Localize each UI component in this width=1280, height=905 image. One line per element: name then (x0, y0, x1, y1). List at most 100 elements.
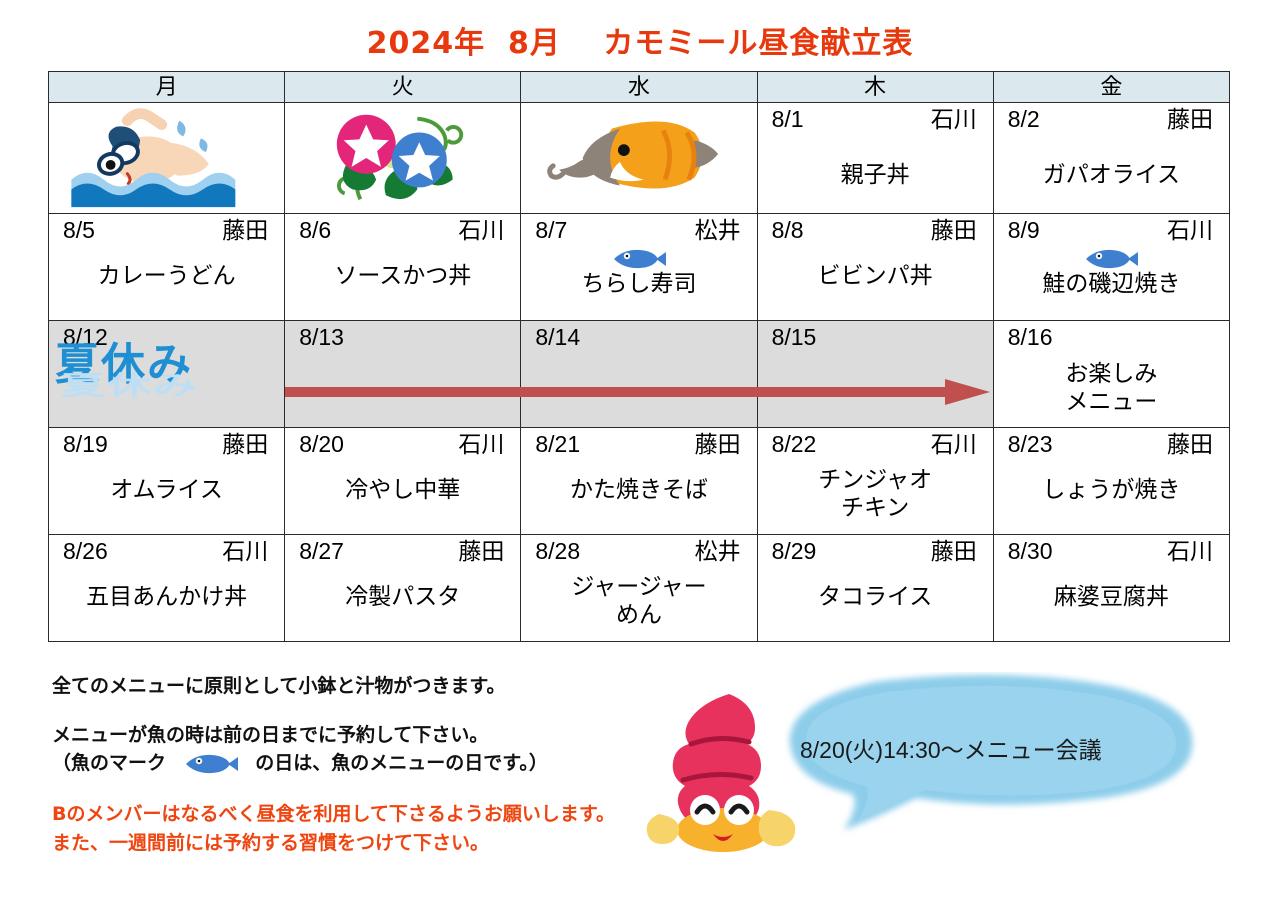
note-line-fish-reservation: メニューが魚の時は前の日までに予約して下さい。 (52, 723, 489, 746)
calendar-cell-08-02[interactable]: 8/2 藤田 ガパオライス (992, 102, 1231, 214)
tropical-fish-illustration (547, 121, 719, 189)
cell-staff: 石川 (458, 217, 505, 243)
cell-menu: かた焼きそば (569, 475, 708, 502)
cell-staff: 石川 (1167, 217, 1213, 243)
summer-holiday-label-text: 夏休み (55, 339, 193, 390)
calendar-week-row-5: 8/26 石川 五目あんかけ丼 8/27 藤田 冷製パスタ 8/28 松井 (47, 534, 1231, 642)
cell-date: 8/27 (299, 538, 344, 564)
cell-date: 8/15 (771, 324, 817, 350)
summer-holiday-label-shadow: 夏休み (61, 370, 199, 402)
calendar-cell-08-13[interactable]: 8/13 (284, 320, 522, 428)
cell-staff: 石川 (458, 431, 505, 457)
calendar-cell-08-08[interactable]: 8/8 藤田 ビビンパ丼 (756, 213, 994, 321)
cell-head: 8/29 藤田 (758, 535, 993, 566)
cell-staff: 藤田 (222, 217, 269, 243)
calendar-cell-08-01[interactable]: 8/1 石川 親子丼 (756, 102, 994, 214)
cell-head: 8/1 石川 (758, 103, 993, 134)
note-line-side-dishes: 全てのメニューに原則として小鉢と汁物がつきます。 (52, 675, 506, 697)
calendar-cell-08-14[interactable]: 8/14 (520, 320, 758, 428)
cell-menu: 親子丼 (840, 160, 910, 187)
fish-mark-icon (1086, 249, 1139, 268)
cell-staff: 藤田 (694, 431, 741, 457)
cell-date: 8/7 (535, 217, 568, 243)
calendar-cell-08-07[interactable]: 8/7 松井 ちらし寿司 (520, 213, 758, 321)
cell-date: 8/16 (1007, 324, 1053, 350)
cell-staff: 藤田 (222, 431, 269, 457)
weekday-header-tuesday: 火 (284, 71, 522, 103)
speech-bubble (789, 674, 1193, 830)
calendar-cell-08-29[interactable]: 8/29 藤田 タコライス (756, 534, 994, 642)
weekday-header-friday: 金 (992, 71, 1231, 103)
cell-head: 8/8 藤田 (758, 214, 993, 245)
calendar-cell-08-22[interactable]: 8/22 石川 チンジャオ チキン (756, 427, 994, 535)
cell-head: 8/20 石川 (285, 428, 520, 459)
calendar-cell-08-12[interactable]: 8/12 夏休み 夏休み (47, 320, 286, 428)
cell-head: 8/30 石川 (994, 535, 1229, 566)
cell-staff: 石川 (222, 538, 269, 564)
calendar-cell-08-23[interactable]: 8/23 藤田 しょうが焼き (992, 427, 1231, 535)
calendar-cell-08-30[interactable]: 8/30 石川 麻婆豆腐丼 (992, 534, 1231, 642)
calendar-week-row-3: 8/12 夏休み 夏休み 8/13 8/14 8/15 8/16 (47, 320, 1231, 428)
cell-staff: 石川 (930, 106, 977, 132)
cell-date: 8/19 (63, 431, 108, 457)
cell-menu: ジャージャー めん (571, 572, 707, 627)
cell-head: 8/28 松井 (521, 535, 756, 566)
cell-date: 8/22 (771, 431, 817, 457)
calendar-cell-08-09[interactable]: 8/9 石川 鮭の磯辺焼き (992, 213, 1231, 321)
calendar-cell-08-27[interactable]: 8/27 藤田 冷製パスタ (284, 534, 522, 642)
cell-head: 8/5 藤田 (49, 214, 284, 245)
calendar-cell-08-06[interactable]: 8/6 石川 ソースかつ丼 (284, 213, 522, 321)
cell-head: 8/27 藤田 (285, 535, 520, 566)
cell-date: 8/29 (771, 538, 817, 564)
calendar-header-row: 月 火 水 木 金 (47, 71, 1231, 103)
cell-head: 8/9 石川 (994, 214, 1229, 245)
cell-menu: 五目あんかけ丼 (86, 582, 248, 609)
calendar-cell-08-15[interactable]: 8/15 (756, 320, 994, 428)
note-red-line-2: また、一週間前には予約する習慣をつけて下さい。 (52, 832, 490, 855)
calendar-cell-08-16[interactable]: 8/16 お楽しみ メニュー (992, 320, 1231, 428)
cell-menu: ソースかつ丼 (334, 261, 472, 288)
cell-menu: カレーうどん (97, 261, 236, 288)
note-line-fish-mark-explanation: （魚のマーク の日は、魚のメニューの日です。） (52, 749, 672, 778)
calendar-cell-08-26[interactable]: 8/26 石川 五目あんかけ丼 (47, 534, 286, 642)
cell-menu: 冷やし中華 (345, 475, 461, 502)
menu-calendar-table: 月 火 水 木 金 (47, 71, 1231, 642)
cell-staff: 藤田 (930, 217, 977, 243)
cell-staff: 石川 (930, 431, 977, 457)
cell-date: 8/20 (299, 431, 344, 457)
cell-menu: ビビンパ丼 (817, 261, 933, 288)
cell-staff: 松井 (694, 217, 741, 243)
cell-menu: 麻婆豆腐丼 (1053, 582, 1169, 609)
page-title: 2024年 8月 カモミール昼食献立表 (366, 26, 914, 61)
cell-head: 8/19 藤田 (49, 428, 284, 459)
cell-staff: 藤田 (930, 538, 977, 564)
notes-red-block: Bのメンバーはなるべく昼食を利用して下さるようお願いします。 また、一週間前には… (52, 800, 692, 859)
cell-menu: 鮭の磯辺焼き (1042, 269, 1181, 296)
note-fish-mark-suffix: の日は、魚のメニューの日です。） (255, 752, 548, 774)
calendar-week-row-4: 8/19 藤田 オムライス 8/20 石川 冷やし中華 8/21 藤田 (47, 427, 1231, 535)
calendar-cell-08-19[interactable]: 8/19 藤田 オムライス (47, 427, 286, 535)
cell-staff: 藤田 (458, 538, 505, 564)
cell-menu: ガパオライス (1042, 160, 1181, 187)
cell-date: 8/28 (535, 538, 581, 564)
calendar-cell-08-20[interactable]: 8/20 石川 冷やし中華 (284, 427, 522, 535)
cell-date: 8/13 (299, 324, 344, 350)
cell-date: 8/2 (1007, 106, 1040, 132)
calendar-cell-08-05[interactable]: 8/5 藤田 カレーうどん (47, 213, 286, 321)
cell-head: 8/2 藤田 (994, 103, 1229, 134)
cell-menu: お楽しみ メニュー (1065, 360, 1158, 415)
cell-date: 8/8 (771, 217, 804, 243)
calendar-cell-08-21[interactable]: 8/21 藤田 かた焼きそば (520, 427, 758, 535)
calendar-week-row-1: 8/1 石川 親子丼 8/2 藤田 ガパオライス (47, 102, 1231, 214)
calendar-cell-08-28[interactable]: 8/28 松井 ジャージャー めん (520, 534, 758, 642)
morning-glory-illustration (336, 114, 464, 201)
notes-spacer (52, 701, 672, 721)
cell-head: 8/26 石川 (49, 535, 284, 566)
weekday-header-monday: 月 (47, 71, 286, 103)
calendar-container: 月 火 水 木 金 (47, 71, 1231, 642)
calendar-cell-illustration-swimmer (47, 102, 286, 214)
cell-staff: 石川 (1167, 538, 1213, 564)
note-fish-mark-prefix: （魚のマーク (52, 752, 167, 774)
fish-mark-icon (613, 249, 666, 268)
cell-date: 8/1 (771, 106, 804, 132)
